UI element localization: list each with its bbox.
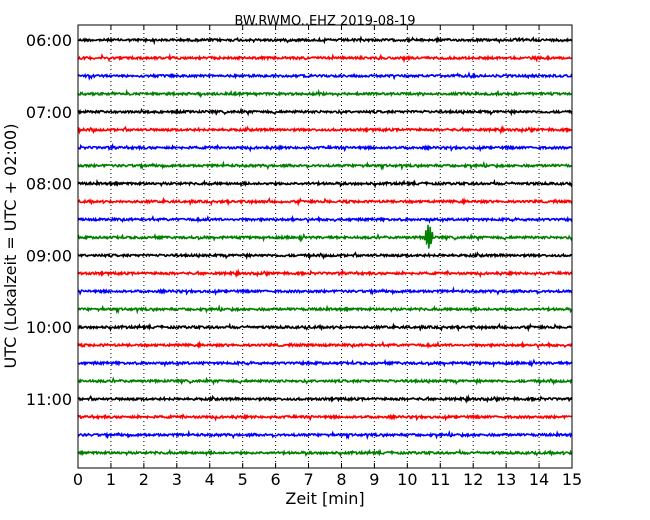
x-tick-label: 0 [73,470,83,489]
chart-title: BW.RWMO..EHZ 2019-08-19 [234,14,415,29]
trace-0900 [77,251,573,261]
trace-0700 [77,107,573,117]
x-tick-label: 9 [369,470,379,489]
trace-1000 [77,322,573,333]
x-tick-label: 3 [172,470,182,489]
x-tick-label: 12 [463,470,483,489]
x-tick-label: 15 [562,470,582,489]
grid-lines [110,25,540,468]
trace-1115 [77,413,573,422]
y-tick-label: 10:00 [26,318,72,337]
trace-0600 [77,35,572,46]
trace-0730 [77,142,573,153]
trace-0615 [77,52,573,64]
plot-frame [77,24,573,469]
x-axis: 0 1 2 3 4 5 6 7 8 9 10 11 12 13 14 15 [73,25,582,489]
trace-1015 [77,340,573,350]
x-tick-label: 5 [238,470,248,489]
trace-1030 [77,358,573,369]
trace-1045 [77,376,573,387]
traces [77,35,573,458]
trace-0715 [77,124,573,135]
trace-0915 [77,268,573,279]
y-axis-label: UTC (Lokalzeit = UTC + 02:00) [1,124,20,369]
trace-0745 [77,160,573,171]
y-tick-label: 09:00 [26,246,72,265]
trace-1145 [77,448,573,458]
y-axis: 06:00 07:00 08:00 09:00 10:00 11:00 [26,31,572,409]
trace-0945 [77,304,573,315]
x-tick-label: 2 [139,470,149,489]
x-tick-label: 11 [430,470,450,489]
trace-1100 [77,393,573,404]
x-tick-label: 6 [271,470,281,489]
trace-0645 [77,88,573,99]
y-tick-label: 07:00 [26,103,72,122]
y-tick-label: 06:00 [26,31,72,50]
trace-0815 [77,196,573,207]
x-tick-label: 1 [106,470,116,489]
x-tick-label: 14 [529,470,549,489]
y-tick-label: 11:00 [26,390,72,409]
x-tick-label: 13 [496,470,516,489]
x-tick-label: 7 [303,470,313,489]
trace-0630 [77,71,573,81]
x-axis-label: Zeit [min] [285,489,364,508]
x-tick-label: 8 [336,470,346,489]
x-tick-label: 10 [397,470,417,489]
trace-0845 [77,224,573,249]
trace-1130 [77,429,573,441]
x-tick-label: 4 [205,470,215,489]
trace-0930 [77,286,573,296]
trace-0800 [77,178,573,189]
trace-0830 [77,214,573,224]
y-tick-label: 08:00 [26,175,72,194]
